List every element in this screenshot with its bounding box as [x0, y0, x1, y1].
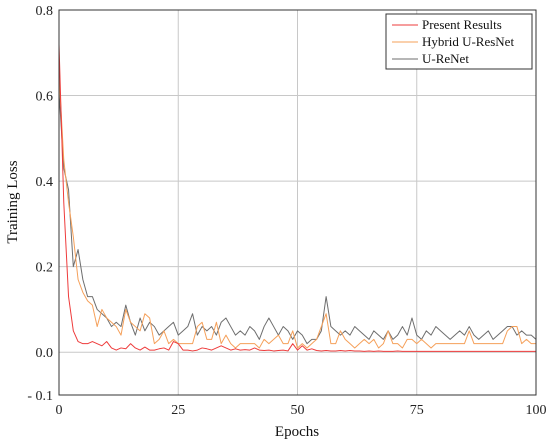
series-line-present-results [58, 44, 536, 352]
y-tick-label: 0.6 [36, 90, 54, 105]
y-tick-label: 0.4 [36, 175, 54, 190]
legend-label-u-renet: U-ReNet [422, 51, 469, 66]
y-tick-label: 0.0 [36, 346, 54, 361]
y-tick-label: 0.8 [36, 4, 54, 19]
grid [59, 10, 536, 395]
plot-frame [58, 9, 537, 396]
x-tick-label: 25 [171, 403, 185, 418]
tick-labels: - 0.1 0.0 0.2 0.4 0.6 0.8 0 25 50 75 100 [27, 4, 546, 418]
y-tick-label: 0.2 [36, 261, 54, 276]
y-tick-label: - 0.1 [27, 389, 53, 404]
x-tick-label: 100 [526, 403, 547, 418]
series-line-hybrid-u-resnet [58, 74, 536, 349]
y-axis-title: Training Loss [5, 160, 21, 243]
x-tick-label: 75 [410, 403, 424, 418]
legend: Present Results Hybrid U-ResNet U-ReNet [385, 13, 533, 70]
series-line-u-renet [58, 91, 537, 345]
legend-label-hybrid-u-resnet: Hybrid U-ResNet [422, 34, 514, 49]
legend-label-present-results: Present Results [422, 17, 502, 32]
x-tick-label: 0 [56, 403, 63, 418]
series-lines [58, 44, 537, 352]
x-tick-label: 50 [291, 403, 305, 418]
x-axis-title: Epochs [275, 424, 319, 440]
